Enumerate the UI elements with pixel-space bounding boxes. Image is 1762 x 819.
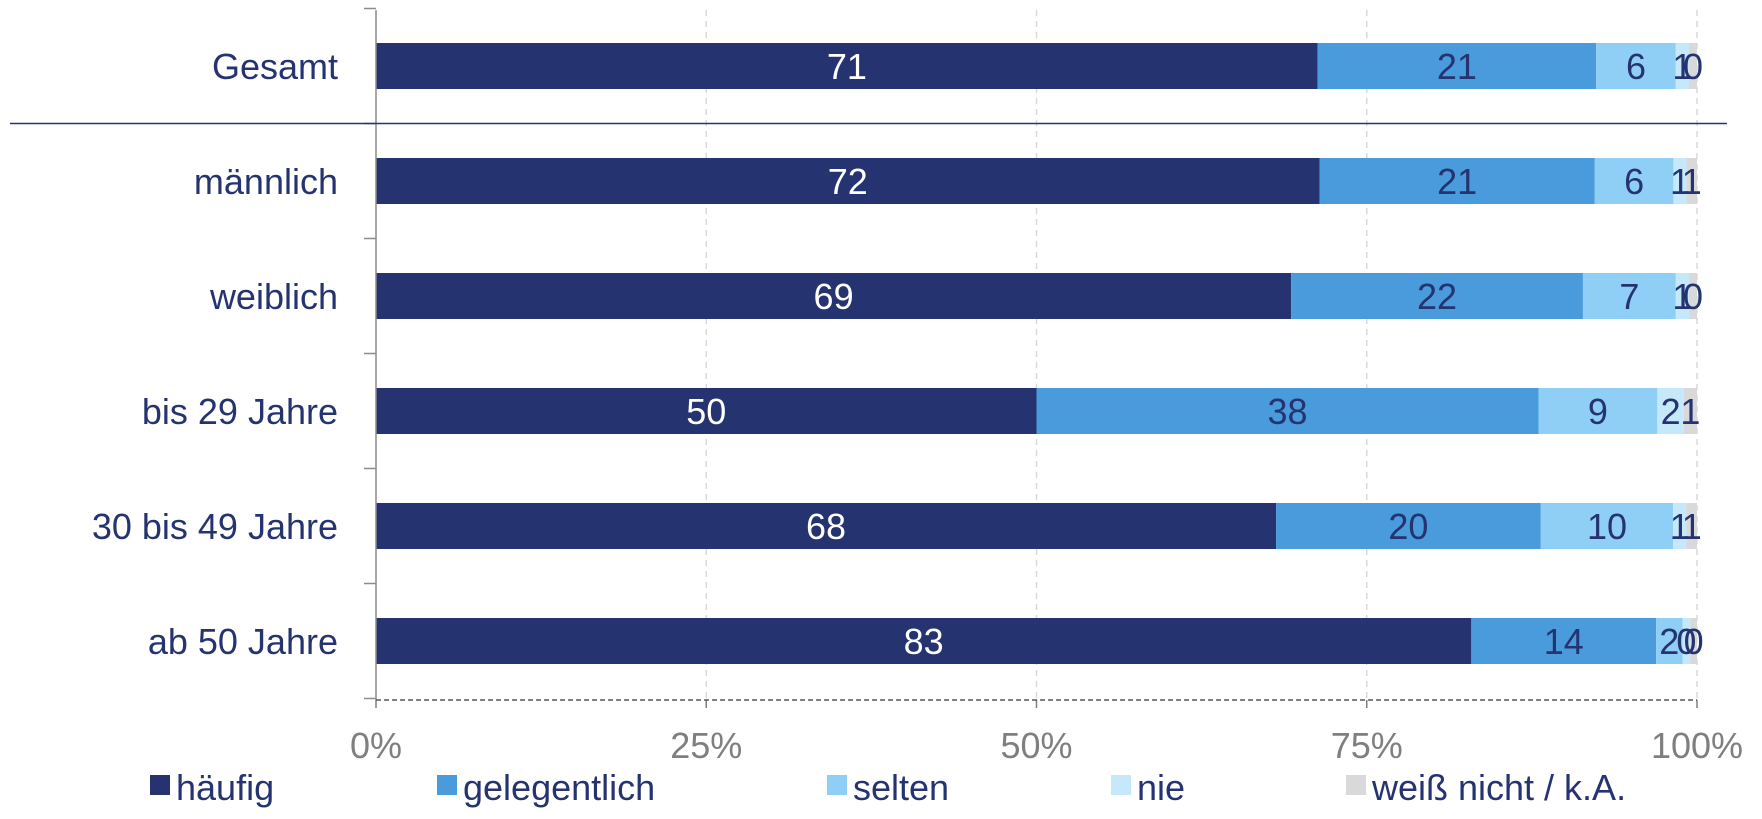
- category-label: männlich: [194, 161, 338, 202]
- bar-segment: [376, 273, 1292, 319]
- legend: häufig gelegentlich selten nie weiß nicht / …: [150, 767, 1626, 808]
- bar-segment: [376, 618, 1472, 664]
- bar-segment: [1538, 388, 1658, 434]
- legend-label: gelegentlich: [463, 767, 655, 808]
- data-label: 1: [1670, 506, 1690, 547]
- bar-segment: [1471, 618, 1657, 664]
- category-label: bis 29 Jahre: [142, 391, 338, 432]
- bar-segment: [1690, 618, 1697, 664]
- bar-segment: [376, 503, 1277, 549]
- bar-segment: [1689, 43, 1697, 89]
- data-label: 72: [828, 161, 868, 202]
- legend-label: selten: [853, 767, 949, 808]
- bar-segment: [1689, 273, 1697, 319]
- data-label: 1: [1672, 276, 1692, 317]
- legend-label: weiß nicht / k.A.: [1371, 767, 1626, 808]
- data-label: 1: [1682, 506, 1702, 547]
- bar-segment: [376, 388, 1037, 434]
- data-label: 1: [1680, 391, 1700, 432]
- bar-segment: [1276, 503, 1541, 549]
- bar-segment: [1317, 43, 1597, 89]
- bar-segment: [376, 43, 1318, 89]
- data-label: 1: [1670, 161, 1690, 202]
- bar-segment: [1686, 503, 1697, 549]
- bar-segment: [1675, 273, 1690, 319]
- bar-segment: [1673, 158, 1687, 204]
- category-label: ab 50 Jahre: [148, 621, 338, 662]
- legend-swatch: [150, 775, 170, 795]
- data-label: 21: [1437, 46, 1477, 87]
- bar-segment: [1596, 43, 1676, 89]
- bar-segment: [1682, 618, 1691, 664]
- data-label: 14: [1544, 621, 1584, 662]
- data-label: 0: [1684, 621, 1704, 662]
- bar-segment: [1657, 388, 1684, 434]
- x-tick-label: 25%: [670, 725, 742, 766]
- bar-segment: [1582, 273, 1676, 319]
- data-label: 22: [1417, 276, 1457, 317]
- category-labels: Gesamt männlich weiblich bis 29 Jahre 30 bis…: [92, 46, 338, 662]
- grid-lines: [705, 10, 1698, 700]
- data-label: 1: [1672, 46, 1692, 87]
- data-label: 6: [1624, 161, 1644, 202]
- data-label: 7: [1619, 276, 1639, 317]
- data-label: 83: [904, 621, 944, 662]
- data-label: 20: [1388, 506, 1428, 547]
- data-label: 9: [1588, 391, 1608, 432]
- x-tick-labels: 0% 25% 50% 75% 100%: [350, 725, 1743, 766]
- legend-swatch: [1346, 775, 1366, 795]
- x-tick-label: 100%: [1651, 725, 1743, 766]
- bar-segment: [1675, 43, 1690, 89]
- data-label: 1: [1682, 161, 1702, 202]
- bar-segment: [1673, 503, 1687, 549]
- data-label: 69: [814, 276, 854, 317]
- bars: [376, 43, 1697, 664]
- bar-segment: [1540, 503, 1674, 549]
- category-label: 30 bis 49 Jahre: [92, 506, 338, 547]
- data-label: 71: [827, 46, 867, 87]
- bar-segment: [1291, 273, 1583, 319]
- x-tick-label: 75%: [1331, 725, 1403, 766]
- bar-segment: [1594, 158, 1674, 204]
- data-label: 0: [1676, 621, 1696, 662]
- x-tick-label: 0%: [350, 725, 402, 766]
- data-label: 2: [1659, 621, 1679, 662]
- data-label: 10: [1587, 506, 1627, 547]
- category-label: Gesamt: [212, 46, 338, 87]
- legend-swatch: [1111, 775, 1131, 795]
- bar-segment: [1686, 158, 1697, 204]
- data-label: 0: [1683, 46, 1703, 87]
- legend-label: nie: [1137, 767, 1185, 808]
- bar-segment: [1656, 618, 1683, 664]
- bar-segment: [1319, 158, 1595, 204]
- axes: [10, 7, 1727, 708]
- data-label: 0: [1683, 276, 1703, 317]
- legend-label: häufig: [176, 767, 274, 808]
- bar-segment: [1036, 388, 1539, 434]
- data-label: 68: [806, 506, 846, 547]
- data-label: 21: [1437, 161, 1477, 202]
- category-label: weiblich: [209, 276, 338, 317]
- bar-segment: [1683, 388, 1697, 434]
- legend-swatch: [827, 775, 847, 795]
- bar-segment: [376, 158, 1320, 204]
- legend-swatch: [437, 775, 457, 795]
- data-label: 50: [686, 391, 726, 432]
- data-label: 2: [1661, 391, 1681, 432]
- x-tick-label: 50%: [1000, 725, 1072, 766]
- data-label: 6: [1626, 46, 1646, 87]
- data-label: 38: [1267, 391, 1307, 432]
